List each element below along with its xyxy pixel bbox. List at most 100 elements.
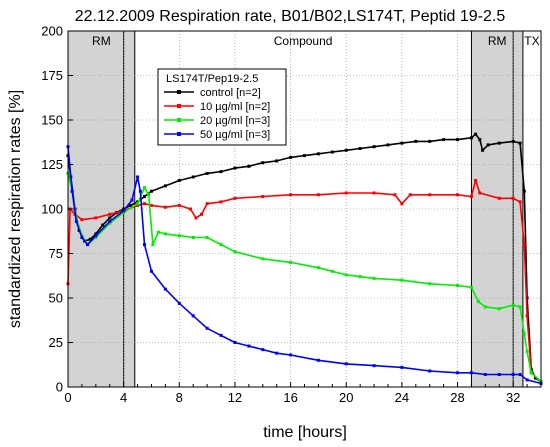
series-3-point-19 [247,344,251,348]
y-tick-label-0: 0 [56,380,63,395]
series-3-point-16 [205,326,209,330]
series-0-point-35 [442,138,446,142]
series-3-point-7 [122,209,126,213]
series-3-point-30 [483,373,487,377]
series-2-point-14 [177,234,181,238]
series-0-point-17 [191,175,195,179]
series-1-point-26 [428,193,432,197]
series-1-point-10 [163,205,167,209]
series-3-point-15 [191,314,195,318]
series-0-point-48 [533,376,537,380]
series-0-point-23 [275,159,279,163]
series-2-point-12 [156,230,160,234]
x-tick-label-5: 20 [339,390,353,405]
series-1-point-4 [94,216,98,220]
series-1-point-25 [408,193,412,197]
series-1-point-12 [188,207,192,211]
series-1-point-34 [522,243,526,247]
series-3-point-26 [400,365,404,369]
series-3-point-34 [525,378,529,382]
series-3-point-33 [518,373,522,377]
x-tick-label-2: 8 [176,390,183,405]
series-2-point-22 [330,269,334,273]
series-2-point-16 [205,235,209,239]
series-0-point-8 [108,216,112,220]
series-1-point-22 [372,191,376,195]
series-0-point-34 [428,139,432,143]
series-line-1 [67,179,542,383]
series-3-point-5 [94,234,98,238]
series-1-point-8 [143,202,147,206]
series-1-point-32 [511,196,515,200]
series-1-point-18 [261,195,265,199]
series-0-point-13 [143,195,147,199]
region-label-2: RM [488,34,507,48]
x-tick-label-1: 4 [120,390,127,405]
legend-label-3: 50 µg/ml [n=3] [200,129,270,141]
series-line-3 [67,146,542,385]
series-3-point-27 [428,369,432,373]
series-3-point-21 [275,351,279,355]
series-0-point-37 [469,136,473,140]
y-tick-label-2: 50 [49,291,63,306]
series-2-point-13 [163,232,167,236]
series-2-point-37 [529,371,533,375]
ticks-layer: 0 4 8 12 16 20 24 28 32 0 25 50 75 100 125 150 175 200 [41,24,528,405]
series-2-point-29 [469,285,473,289]
series-1-point-23 [393,193,397,197]
chart-title: 22.12.2009 Respiration rate, B01/B02,LS1… [75,8,506,25]
series-1-point-24 [400,202,404,206]
legend-label-0: control [n=2] [200,87,261,99]
legend-title: LS174T/Pep19-2.5 [166,73,258,85]
series-2-point-31 [483,305,487,309]
series-2-point-6 [108,221,112,225]
series-1-point-27 [456,193,460,197]
series-2-point-34 [518,305,522,309]
series-0-point-41 [486,143,490,147]
series-0-point-40 [481,148,485,152]
series-3-point-28 [456,371,460,375]
series-2-point-15 [191,235,195,239]
series-2-point-17 [219,243,223,247]
series-2-point-26 [400,278,404,282]
series-0-point-30 [372,145,376,149]
series-0-point-19 [219,170,223,174]
series-2-point-28 [456,284,460,288]
series-3-point-10 [138,189,142,193]
series-0-point-44 [518,141,522,145]
series-0-point-25 [303,154,306,158]
series-2-point-24 [358,275,362,279]
series-1-point-31 [497,196,501,200]
series-2-point-8 [136,202,140,206]
legend-marker-2 [177,118,181,122]
series-1-point-7 [136,203,140,207]
x-tick-label-4: 16 [283,390,297,405]
series-3-point-31 [497,373,501,377]
x-tick-label-8: 32 [506,390,520,405]
series-0-point-7 [101,223,105,227]
series-0-point-27 [330,150,334,154]
series-1-point-19 [289,193,293,197]
series-3-point-17 [219,333,223,337]
series-3-point-12 [149,269,153,273]
legend-label-2: 20 µg/ml [n=3] [200,115,270,127]
series-1-point-13 [194,216,198,220]
series-0-point-20 [233,166,237,170]
series-3-point-18 [233,341,237,344]
series-1-point-33 [518,200,522,204]
series-1-point-30 [478,191,482,195]
y-tick-label-8: 200 [41,24,63,39]
series-1-point-17 [233,196,237,200]
series-0-point-29 [358,146,362,150]
series-0-point-15 [163,184,167,188]
y-tick-label-6: 150 [41,113,63,128]
series-3-point-14 [177,301,181,305]
series-2-point-18 [233,250,237,254]
series-2-point-30 [476,300,480,304]
series-3-point-1 [70,189,74,193]
legend-marker-0 [177,90,181,94]
series-0-point-39 [478,138,482,142]
series-2-point-10 [147,193,151,197]
series-1-point-28 [469,195,473,199]
